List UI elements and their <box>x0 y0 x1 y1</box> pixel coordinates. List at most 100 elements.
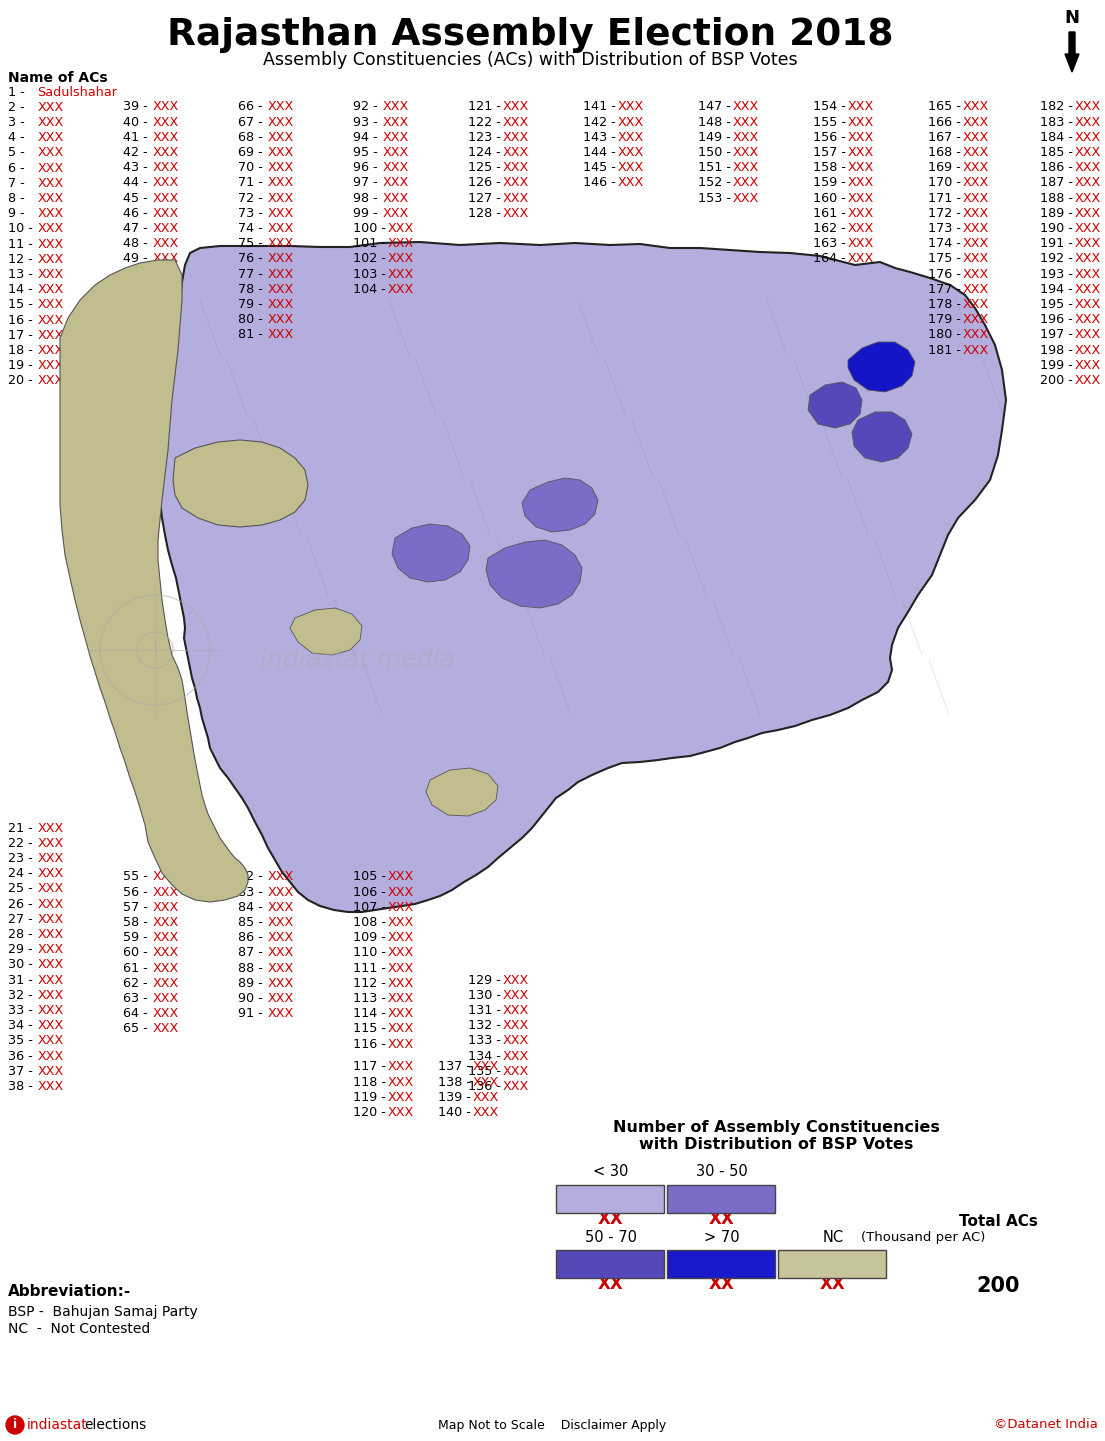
Text: (Thousand per AC): (Thousand per AC) <box>861 1231 986 1244</box>
Text: 8 -: 8 - <box>8 192 29 205</box>
Text: XXX: XXX <box>38 1065 64 1078</box>
Text: XXX: XXX <box>152 268 179 281</box>
Text: XXX: XXX <box>152 298 179 311</box>
Text: XXX: XXX <box>38 898 64 911</box>
Text: XX: XX <box>820 1275 845 1293</box>
Text: XXX: XXX <box>152 101 179 114</box>
Text: 141 -: 141 - <box>583 101 620 114</box>
Text: 52 -: 52 - <box>123 298 151 311</box>
Text: XXX: XXX <box>388 1075 414 1089</box>
Text: 128 -: 128 - <box>469 208 505 220</box>
Text: 65 -: 65 - <box>123 1023 151 1036</box>
Text: XXX: XXX <box>1075 375 1102 388</box>
Text: XXX: XXX <box>152 961 179 974</box>
Text: XXX: XXX <box>388 238 414 251</box>
Text: 81 -: 81 - <box>238 329 267 342</box>
Text: XXX: XXX <box>1075 298 1102 311</box>
Text: XXX: XXX <box>388 268 414 281</box>
Text: 85 -: 85 - <box>238 916 267 929</box>
Text: XXX: XXX <box>503 146 529 159</box>
Text: 150 -: 150 - <box>698 146 735 159</box>
Text: NC  -  Not Contested: NC - Not Contested <box>8 1321 150 1336</box>
Polygon shape <box>173 440 308 527</box>
Text: XXX: XXX <box>38 912 64 925</box>
Text: XXX: XXX <box>848 161 874 174</box>
Text: 31 -: 31 - <box>8 974 36 987</box>
Text: 148 -: 148 - <box>698 115 735 128</box>
Text: XXX: XXX <box>962 268 989 281</box>
Text: 20 -: 20 - <box>8 375 36 388</box>
Text: 90 -: 90 - <box>238 991 266 1006</box>
Text: XXX: XXX <box>962 329 989 342</box>
Text: 30 - 50: 30 - 50 <box>696 1164 748 1180</box>
Text: XXX: XXX <box>152 916 179 929</box>
Text: XXX: XXX <box>152 238 179 251</box>
Text: XXX: XXX <box>618 131 644 144</box>
Text: XXX: XXX <box>152 313 179 326</box>
Text: 45 -: 45 - <box>123 192 151 205</box>
Text: XXX: XXX <box>38 252 64 265</box>
Text: 24 -: 24 - <box>8 867 36 880</box>
Text: XXX: XXX <box>152 947 179 960</box>
Text: 75 -: 75 - <box>238 238 267 251</box>
Text: XXX: XXX <box>1075 268 1102 281</box>
Text: 9 -: 9 - <box>8 208 29 220</box>
Text: 27 -: 27 - <box>8 912 36 925</box>
Text: XXX: XXX <box>152 977 179 990</box>
Text: XXX: XXX <box>152 1007 179 1020</box>
Text: XXX: XXX <box>1075 344 1102 357</box>
Text: XX: XX <box>709 1275 735 1293</box>
Text: 88 -: 88 - <box>238 961 267 974</box>
Text: 50 - 70: 50 - 70 <box>585 1229 636 1245</box>
Text: 29 -: 29 - <box>8 942 36 955</box>
Text: 89 -: 89 - <box>238 977 266 990</box>
Text: XXX: XXX <box>38 867 64 880</box>
Text: XXX: XXX <box>962 176 989 190</box>
Bar <box>556 1185 664 1213</box>
Text: 172 -: 172 - <box>928 208 965 220</box>
Text: XXX: XXX <box>382 101 409 114</box>
Text: 100 -: 100 - <box>352 222 390 235</box>
Text: XXX: XXX <box>38 329 64 342</box>
Text: XXX: XXX <box>152 176 179 190</box>
Text: 22 -: 22 - <box>8 837 36 850</box>
Text: XXX: XXX <box>152 282 179 295</box>
Text: 107 -: 107 - <box>352 901 390 914</box>
Text: XXX: XXX <box>962 313 989 326</box>
Text: XXX: XXX <box>38 314 64 327</box>
Text: XXX: XXX <box>848 208 874 220</box>
Text: XXX: XXX <box>733 176 759 190</box>
Text: 127 -: 127 - <box>469 192 505 205</box>
Text: Sadulshahar: Sadulshahar <box>38 85 117 98</box>
Text: 110 -: 110 - <box>352 947 390 960</box>
Text: 76 -: 76 - <box>238 252 266 265</box>
Text: 39 -: 39 - <box>123 101 151 114</box>
Text: XXX: XXX <box>38 177 64 190</box>
Text: XXX: XXX <box>152 329 179 342</box>
Text: XXX: XXX <box>1075 359 1102 372</box>
Text: XXX: XXX <box>38 359 64 372</box>
Text: 70 -: 70 - <box>238 161 267 174</box>
Text: 193 -: 193 - <box>1040 268 1077 281</box>
Text: 139 -: 139 - <box>438 1091 475 1104</box>
Text: XXX: XXX <box>503 989 529 1001</box>
Text: 182 -: 182 - <box>1040 101 1077 114</box>
Text: XXX: XXX <box>733 115 759 128</box>
Text: XXX: XXX <box>38 852 64 865</box>
Text: XXX: XXX <box>1075 115 1102 128</box>
Text: 145 -: 145 - <box>583 161 620 174</box>
Text: 87 -: 87 - <box>238 947 267 960</box>
Text: XXX: XXX <box>267 329 294 342</box>
Text: XXX: XXX <box>38 282 64 295</box>
Text: 62 -: 62 - <box>123 977 151 990</box>
Text: 122 -: 122 - <box>469 115 505 128</box>
Text: 49 -: 49 - <box>123 252 151 265</box>
Text: 191 -: 191 - <box>1040 238 1077 251</box>
Text: XXX: XXX <box>1075 146 1102 159</box>
Text: 38 -: 38 - <box>8 1079 36 1092</box>
Text: XXX: XXX <box>38 161 64 174</box>
Text: 130 -: 130 - <box>469 989 505 1001</box>
Text: XXX: XXX <box>267 947 294 960</box>
Text: XXX: XXX <box>38 1079 64 1092</box>
Text: 187 -: 187 - <box>1040 176 1077 190</box>
